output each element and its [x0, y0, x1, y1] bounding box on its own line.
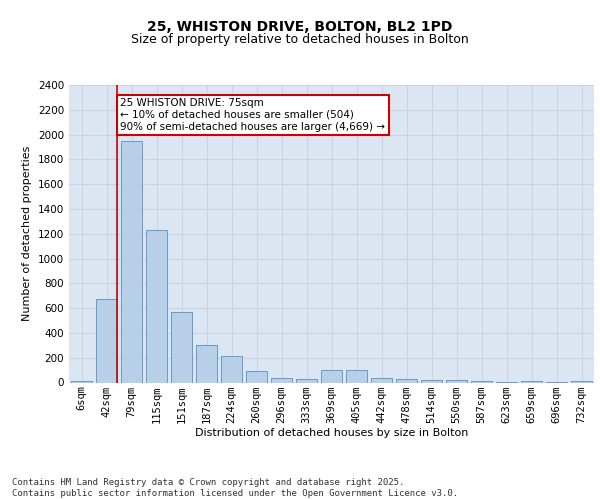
Bar: [446, 380, 467, 382]
Bar: [221, 356, 242, 382]
Text: 25 WHISTON DRIVE: 75sqm
← 10% of detached houses are smaller (504)
90% of semi-d: 25 WHISTON DRIVE: 75sqm ← 10% of detache…: [120, 98, 385, 132]
Text: 25, WHISTON DRIVE, BOLTON, BL2 1PD: 25, WHISTON DRIVE, BOLTON, BL2 1PD: [148, 20, 452, 34]
Bar: [171, 312, 192, 382]
Bar: [146, 230, 167, 382]
Bar: [396, 379, 417, 382]
Bar: [421, 380, 442, 382]
X-axis label: Distribution of detached houses by size in Bolton: Distribution of detached houses by size …: [195, 428, 468, 438]
Bar: [196, 346, 217, 383]
Bar: [121, 141, 142, 382]
Bar: [296, 379, 317, 382]
Text: Contains HM Land Registry data © Crown copyright and database right 2025.
Contai: Contains HM Land Registry data © Crown c…: [12, 478, 458, 498]
Text: Size of property relative to detached houses in Bolton: Size of property relative to detached ho…: [131, 32, 469, 46]
Bar: [96, 300, 117, 382]
Bar: [346, 370, 367, 382]
Bar: [371, 378, 392, 382]
Bar: [321, 370, 342, 382]
Bar: [271, 378, 292, 382]
Bar: [246, 372, 267, 382]
Y-axis label: Number of detached properties: Number of detached properties: [22, 146, 32, 322]
